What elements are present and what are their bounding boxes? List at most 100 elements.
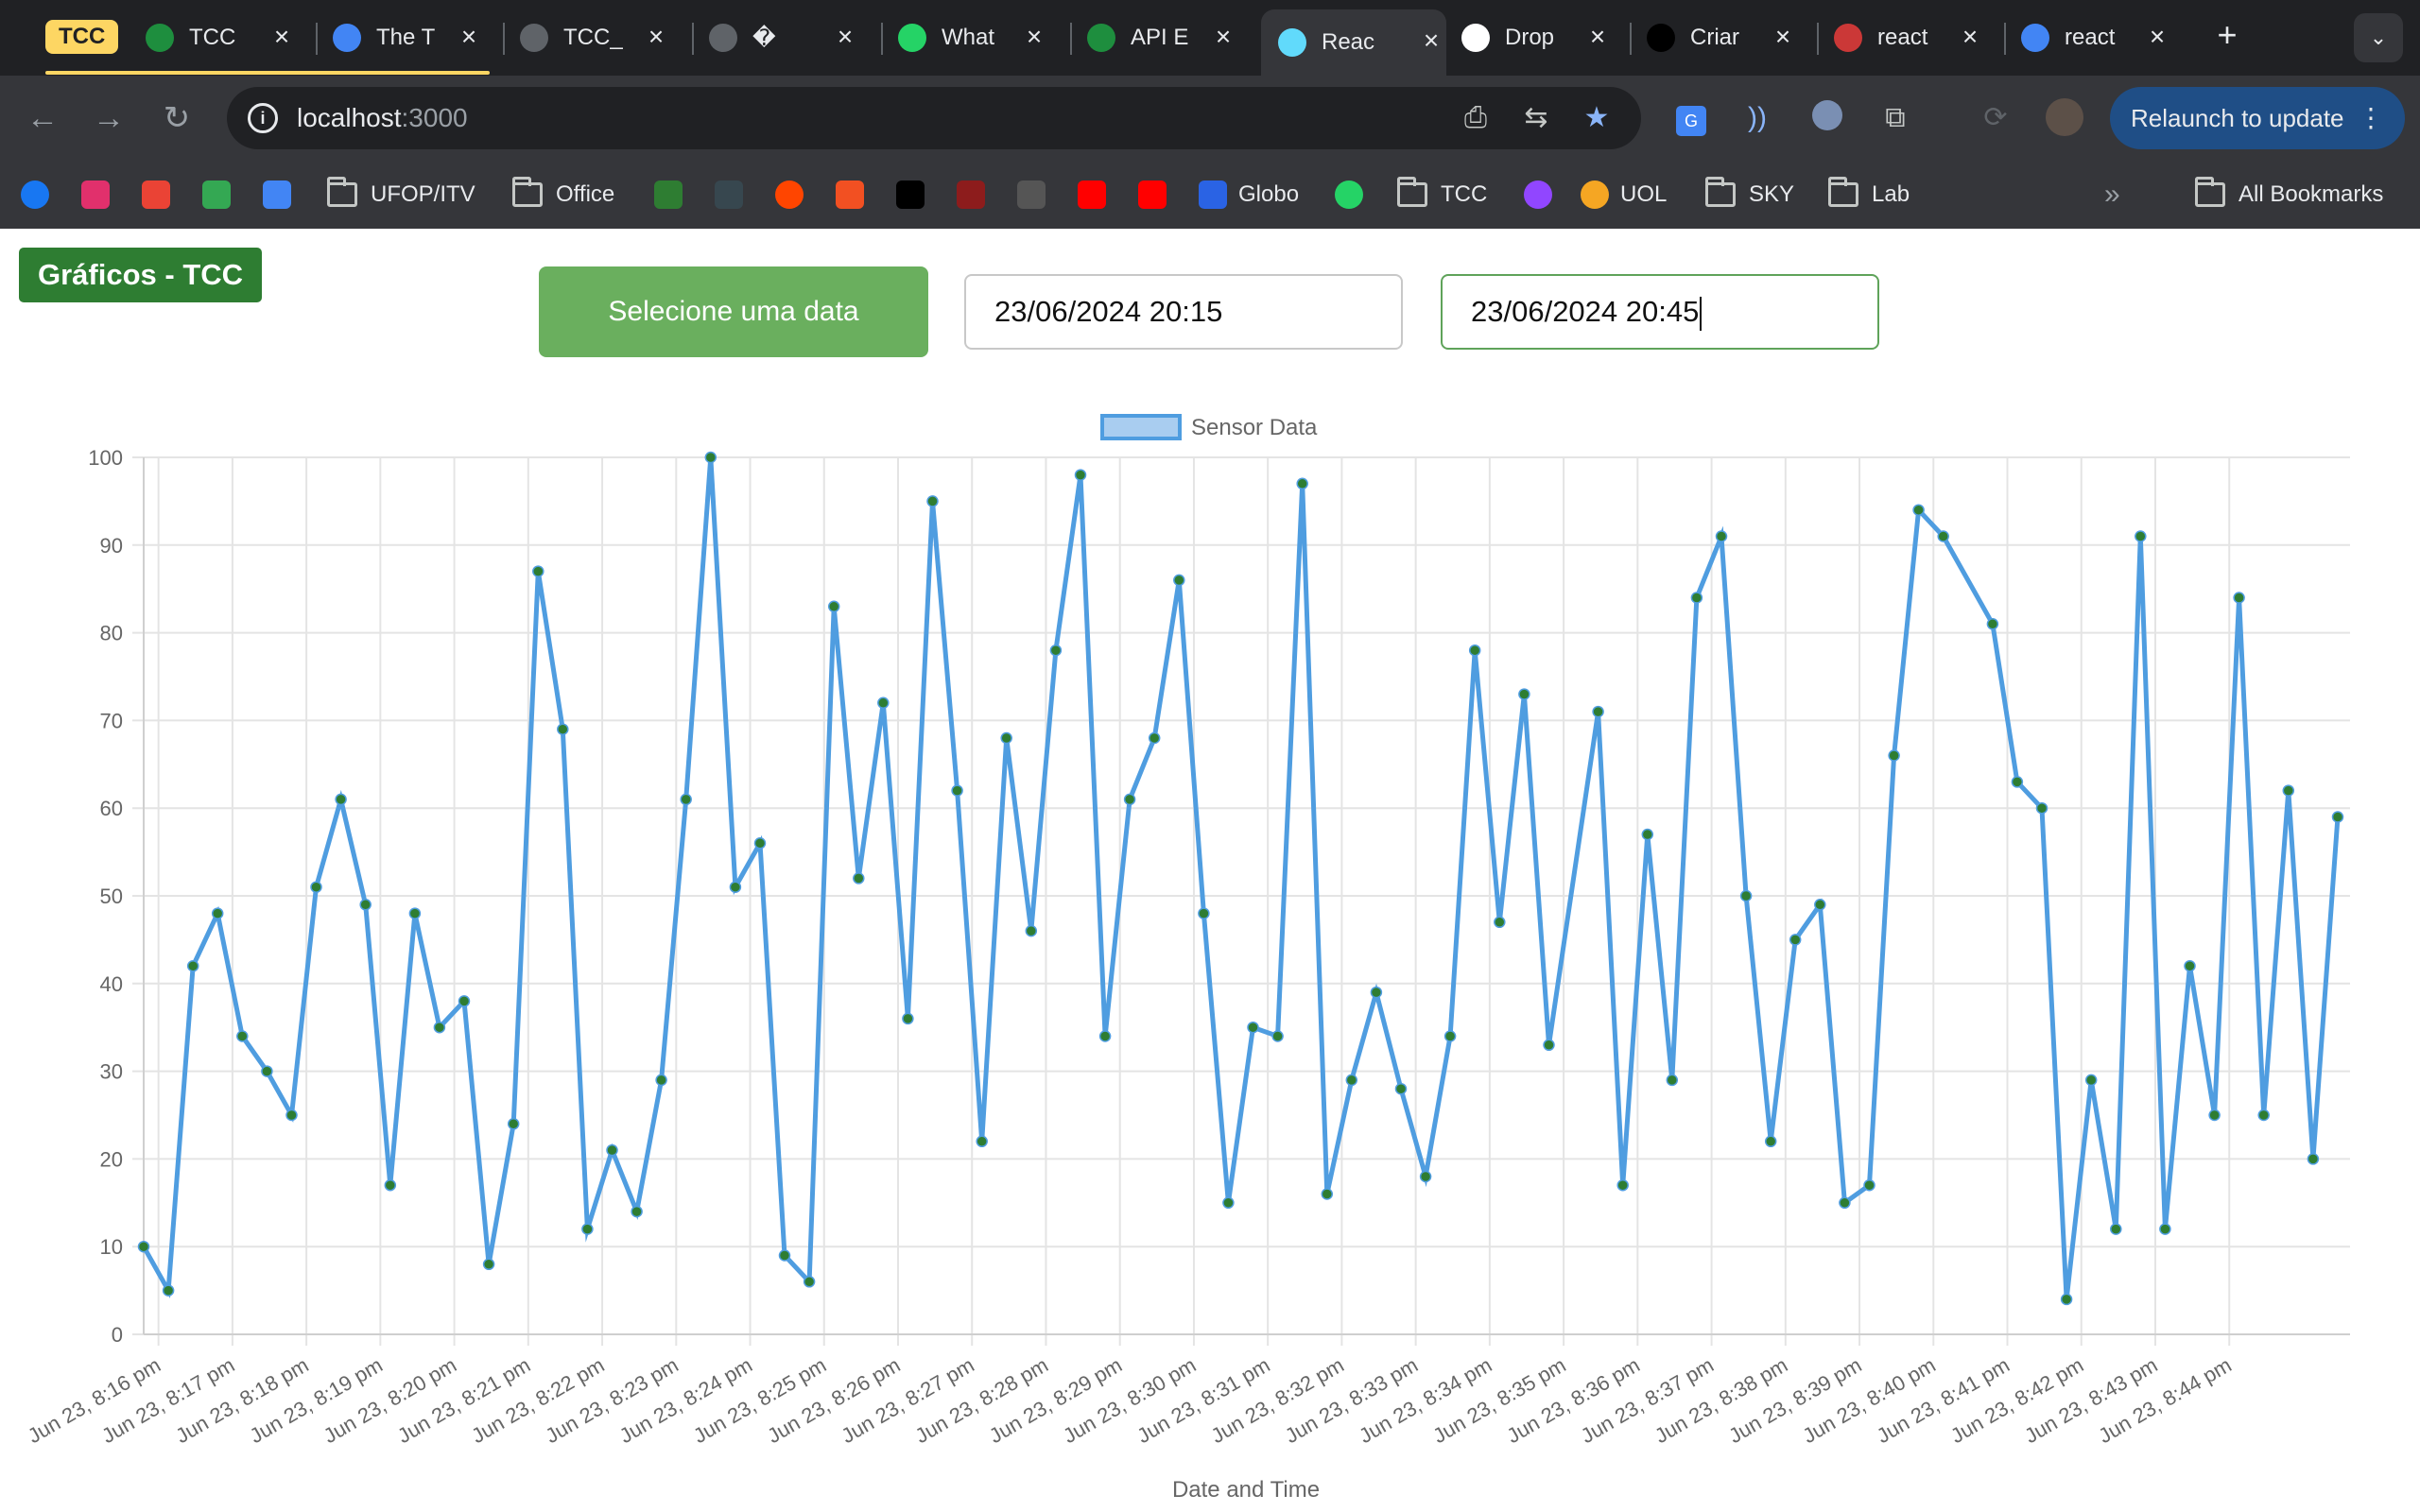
browser-tab[interactable]: TCC × bbox=[146, 11, 297, 64]
data-point[interactable] bbox=[1518, 688, 1530, 700]
data-point[interactable] bbox=[1321, 1188, 1334, 1200]
browser-tab[interactable]: react × bbox=[1834, 11, 1985, 64]
browser-tab[interactable]: TCC_ × bbox=[520, 11, 671, 64]
bookmark-item[interactable]: SKY bbox=[1705, 176, 1794, 214]
forward-button[interactable]: → bbox=[87, 96, 130, 140]
data-point[interactable] bbox=[1394, 1082, 1408, 1095]
data-point[interactable] bbox=[2307, 1153, 2320, 1165]
browser-tab[interactable]: � × bbox=[709, 11, 860, 64]
data-point[interactable] bbox=[1641, 828, 1654, 841]
chart-data-points[interactable] bbox=[137, 451, 2344, 1306]
bookmark-star-icon[interactable]: ★ bbox=[1583, 102, 1610, 133]
data-point[interactable] bbox=[1468, 644, 1481, 657]
address-bar[interactable]: i localhost:3000 ⎙ ⇆ ★ bbox=[227, 87, 1641, 149]
data-point[interactable] bbox=[1123, 793, 1136, 806]
data-point[interactable] bbox=[1000, 731, 1012, 745]
data-point[interactable] bbox=[729, 881, 742, 893]
data-point[interactable] bbox=[211, 907, 224, 919]
data-point[interactable] bbox=[2110, 1223, 2122, 1235]
performance-icon[interactable]: ⟳ bbox=[1983, 102, 2008, 133]
data-point[interactable] bbox=[162, 1284, 175, 1297]
data-point[interactable] bbox=[1715, 530, 1728, 542]
bookmark-item[interactable] bbox=[715, 176, 754, 214]
data-point[interactable] bbox=[1148, 731, 1161, 745]
translate-icon[interactable]: ⇆ bbox=[1524, 102, 1548, 133]
data-point[interactable] bbox=[2331, 811, 2344, 823]
bookmark-item[interactable]: Globo bbox=[1199, 176, 1299, 214]
bookmark-item[interactable] bbox=[142, 176, 182, 214]
data-point[interactable] bbox=[2159, 1223, 2171, 1235]
browser-tab[interactable]: API E × bbox=[1087, 11, 1238, 64]
data-point[interactable] bbox=[433, 1021, 446, 1034]
data-point[interactable] bbox=[1789, 934, 1802, 946]
bookmark-item[interactable] bbox=[1138, 176, 1178, 214]
data-point[interactable] bbox=[1296, 477, 1308, 490]
close-tab-icon[interactable]: × bbox=[1774, 22, 1791, 51]
data-point[interactable] bbox=[1764, 1135, 1777, 1148]
new-tab-button[interactable]: + bbox=[2217, 15, 2238, 54]
browser-tab[interactable]: react × bbox=[2021, 11, 2172, 64]
browser-tab[interactable]: What × bbox=[898, 11, 1049, 64]
data-point[interactable] bbox=[902, 1012, 914, 1025]
data-point[interactable] bbox=[1443, 1030, 1457, 1042]
bookmark-item[interactable] bbox=[836, 176, 875, 214]
data-point[interactable] bbox=[877, 696, 890, 710]
data-point[interactable] bbox=[359, 899, 372, 911]
data-point[interactable] bbox=[853, 872, 865, 885]
data-point[interactable] bbox=[2084, 1074, 2098, 1087]
close-tab-icon[interactable]: × bbox=[2149, 22, 2166, 51]
site-info-icon[interactable]: i bbox=[248, 103, 278, 133]
close-tab-icon[interactable]: × bbox=[1026, 22, 1043, 51]
data-point[interactable] bbox=[482, 1258, 495, 1271]
data-point[interactable] bbox=[581, 1223, 594, 1235]
data-point[interactable] bbox=[1370, 986, 1383, 999]
data-point[interactable] bbox=[1271, 1030, 1284, 1042]
data-point[interactable] bbox=[137, 1240, 150, 1253]
close-tab-icon[interactable]: × bbox=[1215, 22, 1232, 51]
data-point[interactable] bbox=[2233, 592, 2245, 604]
tab-search-button[interactable]: ⌄ bbox=[2354, 13, 2403, 62]
data-point[interactable] bbox=[753, 837, 767, 850]
bookmark-item[interactable] bbox=[1078, 176, 1117, 214]
extensions-puzzle-icon[interactable]: ⧉ bbox=[1885, 102, 1906, 133]
data-point[interactable] bbox=[606, 1143, 618, 1157]
data-point[interactable] bbox=[458, 995, 471, 1007]
data-point[interactable] bbox=[778, 1249, 791, 1262]
close-tab-icon[interactable]: × bbox=[1589, 22, 1606, 51]
data-point[interactable] bbox=[1814, 899, 1826, 911]
data-point[interactable] bbox=[1739, 889, 1753, 902]
data-point[interactable] bbox=[1098, 1030, 1112, 1042]
data-point[interactable] bbox=[2035, 801, 2048, 815]
data-point[interactable] bbox=[827, 600, 840, 613]
data-point[interactable] bbox=[704, 451, 717, 464]
data-point[interactable] bbox=[507, 1118, 520, 1130]
close-tab-icon[interactable]: × bbox=[648, 22, 665, 51]
bookmark-item[interactable] bbox=[957, 176, 996, 214]
data-point[interactable] bbox=[1863, 1178, 1876, 1192]
data-point[interactable] bbox=[2011, 776, 2024, 788]
address-url[interactable]: localhost:3000 bbox=[297, 87, 468, 149]
bookmark-item[interactable] bbox=[21, 176, 60, 214]
data-point[interactable] bbox=[1912, 504, 1925, 516]
bookmark-item[interactable]: TCC bbox=[1397, 176, 1487, 214]
more-menu-icon[interactable]: ⋮ bbox=[2358, 103, 2384, 132]
data-point[interactable] bbox=[1247, 1021, 1259, 1034]
bookmark-item[interactable] bbox=[775, 176, 815, 214]
data-point[interactable] bbox=[1986, 618, 1999, 630]
data-point[interactable] bbox=[1690, 592, 1703, 604]
data-point[interactable] bbox=[384, 1178, 397, 1192]
start-date-input[interactable]: 23/06/2024 20:15 bbox=[964, 274, 1403, 350]
bookmark-item[interactable] bbox=[1524, 176, 1564, 214]
data-point[interactable] bbox=[532, 565, 544, 577]
bookmark-item[interactable] bbox=[1017, 176, 1057, 214]
data-point[interactable] bbox=[1616, 1178, 1629, 1192]
close-tab-icon[interactable]: × bbox=[837, 22, 854, 51]
bookmark-item[interactable]: UFOP/ITV bbox=[327, 176, 475, 214]
data-point[interactable] bbox=[1345, 1074, 1358, 1087]
bookmarks-overflow-chevron-icon[interactable]: » bbox=[2104, 179, 2120, 210]
close-tab-icon[interactable]: × bbox=[273, 22, 290, 51]
all-bookmarks-button[interactable]: All Bookmarks bbox=[2195, 176, 2383, 214]
data-point[interactable] bbox=[2257, 1108, 2270, 1122]
data-point[interactable] bbox=[631, 1205, 643, 1218]
data-point[interactable] bbox=[1937, 530, 1949, 542]
